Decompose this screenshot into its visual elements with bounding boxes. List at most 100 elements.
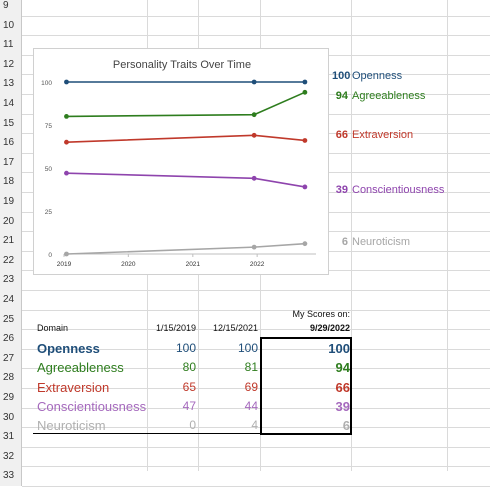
score-cell-date3[interactable]: 6 <box>342 418 350 433</box>
data-point-openness <box>302 79 308 85</box>
data-point-neuroticism <box>251 244 257 250</box>
domain-cell-openness[interactable]: Openness <box>37 341 100 356</box>
row-header[interactable]: 11 <box>0 35 22 55</box>
row-header[interactable]: 10 <box>0 15 22 36</box>
line-chart[interactable]: Personality Traits Over Time 0 25 50 75 100 2… <box>33 48 329 275</box>
data-point-neuroticism <box>64 251 69 257</box>
data-point-agreeableness <box>302 89 308 95</box>
row-gridline <box>22 407 490 409</box>
series-label-extraversion: 66 Extraversion <box>332 129 413 141</box>
row-header[interactable]: 23 <box>0 270 22 290</box>
data-point-agreeableness <box>64 114 69 119</box>
y-tick-label: 100 <box>41 80 52 87</box>
row-header[interactable]: 12 <box>0 54 22 75</box>
data-point-openness <box>251 79 257 85</box>
series-label-value: 94 <box>335 90 348 102</box>
table-border <box>350 337 352 434</box>
column-gridline <box>351 0 352 471</box>
row-header[interactable]: 29 <box>0 388 22 408</box>
series-label-value: 6 <box>341 236 348 248</box>
series-label-name: Extraversion <box>352 129 414 141</box>
domain-cell-agreeableness[interactable]: Agreeableness <box>37 360 124 375</box>
data-point-conscientiousness <box>64 170 69 176</box>
series-line-conscientiousness <box>66 172 306 188</box>
row-header[interactable]: 13 <box>0 74 22 94</box>
row-header[interactable]: 18 <box>0 172 22 192</box>
row-header[interactable]: 26 <box>0 329 22 349</box>
series-label-name: Openness <box>352 70 403 82</box>
score-cell-date2[interactable]: 44 <box>244 399 258 413</box>
x-tick-label: 2019 <box>57 261 72 268</box>
score-cell-date1[interactable]: 47 <box>182 399 196 413</box>
series-line-agreeableness <box>66 91 306 118</box>
x-tick-label: 2022 <box>250 261 265 268</box>
date-header-1[interactable]: 1/15/2019 <box>155 323 196 333</box>
row-gridline <box>22 466 490 468</box>
table-border <box>260 337 262 434</box>
chart-title: Personality Traits Over Time <box>113 59 251 71</box>
series-label-name: Agreeableness <box>352 90 426 102</box>
score-cell-date1[interactable]: 100 <box>175 341 196 355</box>
row-header[interactable]: 16 <box>0 133 22 153</box>
score-cell-date3[interactable]: 66 <box>335 380 350 395</box>
chart-plot: Personality Traits Over Time 0 25 50 75 100 2… <box>41 59 316 268</box>
row-header[interactable]: 24 <box>0 290 22 310</box>
row-header[interactable]: 14 <box>0 94 22 114</box>
row-gridline <box>22 15 490 17</box>
domain-cell-conscientiousness[interactable]: Conscientiousness <box>37 399 147 414</box>
row-gridline <box>22 427 490 429</box>
row-header[interactable]: 17 <box>0 152 22 173</box>
row-gridline <box>22 388 490 389</box>
row-header[interactable]: 30 <box>0 407 22 428</box>
row-header[interactable]: 27 <box>0 348 22 369</box>
data-point-extraversion <box>302 138 308 143</box>
row-gridline <box>22 35 490 37</box>
row-header[interactable]: 19 <box>0 192 22 212</box>
row-header[interactable]: 32 <box>0 446 22 467</box>
row-header[interactable]: 15 <box>0 113 22 134</box>
score-cell-date3[interactable]: 100 <box>328 341 350 356</box>
score-cell-date1[interactable]: 0 <box>189 418 196 432</box>
row-header[interactable]: 33 <box>0 466 22 486</box>
score-cell-date2[interactable]: 81 <box>244 360 258 374</box>
score-cell-date1[interactable]: 80 <box>182 360 196 374</box>
row-header[interactable]: 21 <box>0 231 22 251</box>
data-point-openness <box>64 79 69 85</box>
series-label-name: Conscientiousness <box>352 184 445 196</box>
domain-cell-neuroticism[interactable]: Neuroticism <box>37 418 106 433</box>
row-gridline <box>22 368 490 370</box>
domain-header[interactable]: Domain <box>37 323 69 333</box>
domain-cell-extraversion[interactable]: Extraversion <box>37 380 110 395</box>
row-gridline <box>22 290 490 291</box>
series-label-agreeableness: 94 Agreeableness <box>332 90 426 102</box>
series-label-name: Neuroticism <box>352 236 411 248</box>
chart-series <box>64 79 308 257</box>
score-cell-date2[interactable]: 4 <box>251 418 258 432</box>
score-cell-date3[interactable]: 94 <box>335 360 350 375</box>
table-border <box>260 337 352 339</box>
row-header[interactable]: 22 <box>0 250 22 271</box>
date-header-3[interactable]: 9/29/2022 <box>309 323 350 333</box>
series-label-conscientiousness: 39 Conscientiousness <box>332 184 445 196</box>
row-header[interactable]: 31 <box>0 427 22 447</box>
date-header-2[interactable]: 12/15/2021 <box>212 323 258 333</box>
series-label-value: 100 <box>332 70 351 82</box>
my-scores-label[interactable]: My Scores on: <box>292 309 350 319</box>
row-header[interactable]: 28 <box>0 368 22 388</box>
score-cell-date3[interactable]: 39 <box>335 399 350 414</box>
series-label-openness: 100 Openness <box>332 70 402 82</box>
data-point-extraversion <box>64 139 69 145</box>
data-point-conscientiousness <box>302 184 308 190</box>
row-header[interactable]: 9 <box>0 0 22 16</box>
series-label-neuroticism: 6 Neuroticism <box>332 236 410 248</box>
score-cell-date1[interactable]: 65 <box>182 380 196 394</box>
row-gridline <box>22 329 490 331</box>
score-cell-date2[interactable]: 100 <box>237 341 258 355</box>
row-header[interactable]: 20 <box>0 211 22 232</box>
row-header[interactable]: 25 <box>0 309 22 330</box>
table-border <box>33 433 261 434</box>
series-label-value: 66 <box>335 129 348 141</box>
y-tick-label: 75 <box>45 123 53 130</box>
score-cell-date2[interactable]: 69 <box>244 380 258 394</box>
